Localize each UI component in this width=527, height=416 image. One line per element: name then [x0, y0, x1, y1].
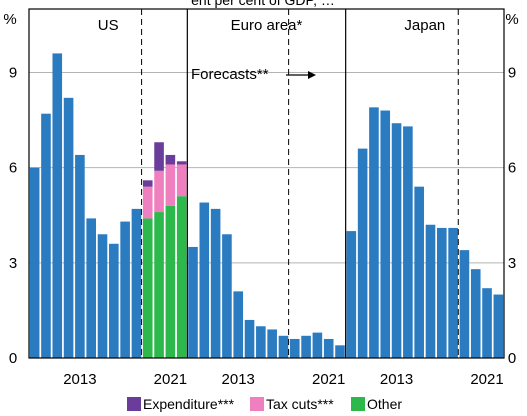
- x-tick-euro-area-2013: 2013: [222, 371, 255, 388]
- y-unit-right: %: [505, 11, 518, 28]
- bar-euro-area-2021: [323, 338, 334, 358]
- y-tick-right-0: 0: [508, 350, 516, 367]
- legend-swatch-tax-cuts: [250, 397, 264, 411]
- bar-us-2015: [97, 234, 108, 358]
- legend-label-other: Other: [367, 396, 402, 412]
- bar-us-2019-other: [142, 218, 153, 358]
- bar-japan-2021: [482, 288, 492, 358]
- bar-euro-area-2009: [188, 246, 198, 358]
- legend-label-tax-cuts: Tax cuts***: [266, 396, 334, 412]
- bar-us-2022-expenditure: [176, 161, 187, 165]
- bar-japan-2016: [425, 224, 436, 358]
- bar-euro-area-2020: [312, 332, 323, 358]
- y-tick-right-9: 9: [508, 64, 516, 81]
- bar-us-2020-expenditure: [154, 142, 164, 171]
- bar-japan-2013: [391, 123, 402, 358]
- y-tick-right-3: 3: [508, 255, 516, 272]
- bar-euro-area-2013: [233, 291, 244, 358]
- bar-us-2020-other: [154, 212, 164, 358]
- x-tick-japan-2021: 2021: [470, 371, 503, 388]
- bar-japan-2011: [369, 107, 379, 358]
- bar-euro-area-2015: [256, 326, 266, 358]
- bar-euro-area-2012: [222, 234, 232, 358]
- bar-us-2010: [41, 113, 51, 358]
- bar-us-2012: [63, 97, 74, 358]
- y-tick-right-6: 6: [508, 160, 516, 177]
- bar-us-2009: [29, 167, 40, 358]
- bar-euro-area-2014: [244, 319, 255, 358]
- legend: Expenditure*** Tax cuts*** Other: [127, 396, 402, 412]
- bar-us-2021-other: [165, 205, 176, 358]
- y-tick-left-9: 9: [9, 64, 17, 81]
- legend-label-expenditure: Expenditure***: [143, 396, 235, 412]
- bar-japan-2022: [493, 294, 504, 358]
- bar-us-2011: [52, 53, 63, 358]
- bars: [29, 53, 504, 359]
- grid: [29, 71, 504, 264]
- bar-japan-2009: [346, 231, 357, 358]
- y-tick-left-6: 6: [9, 160, 17, 177]
- legend-swatch-expenditure: [127, 397, 141, 411]
- plot-frame: [28, 8, 505, 359]
- panel-lines: [28, 8, 505, 359]
- bar-us-2019-tax-cuts: [142, 186, 153, 219]
- y-unit-left: %: [3, 11, 16, 28]
- x-tick-us-2021: 2021: [154, 371, 187, 388]
- bar-us-2021-expenditure: [165, 154, 176, 165]
- bar-us-2022-tax-cuts: [176, 164, 187, 197]
- bar-euro-area-2019: [301, 335, 311, 358]
- panel-title-euro-area: Euro area*: [231, 17, 303, 34]
- y-tick-left-0: 0: [9, 350, 17, 367]
- bar-japan-2018: [448, 227, 458, 358]
- bar-us-2020-tax-cuts: [154, 170, 164, 213]
- bar-euro-area-2022: [335, 345, 345, 358]
- forecast-arrow-head: [308, 71, 316, 79]
- panel-title-us: US: [98, 17, 119, 34]
- bar-us-2019-expenditure: [142, 180, 153, 187]
- bar-japan-2019: [459, 250, 470, 358]
- bar-japan-2012: [380, 110, 391, 358]
- bar-euro-area-2011: [210, 208, 221, 358]
- bar-us-2017: [120, 221, 130, 358]
- x-tick-japan-2013: 2013: [380, 371, 413, 388]
- bar-euro-area-2017: [278, 335, 289, 358]
- axis-labels: 0 0 3 3 6 6 9 9 US 2013 2021 Euro area* 2013 2021 Japa…: [9, 17, 516, 388]
- legend-swatch-other: [351, 397, 365, 411]
- panel-title-japan: Japan: [404, 17, 445, 34]
- chart-top-caption: ent per cent of GDP, …: [191, 0, 335, 8]
- bar-us-2022-other: [176, 196, 187, 358]
- bar-euro-area-2016: [267, 329, 277, 358]
- bar-euro-area-2010: [199, 202, 210, 358]
- bar-japan-2015: [414, 186, 424, 358]
- bar-us-2021-tax-cuts: [165, 164, 176, 206]
- x-tick-us-2013: 2013: [63, 371, 96, 388]
- x-tick-euro-area-2021: 2021: [312, 371, 345, 388]
- bar-japan-2017: [436, 227, 447, 358]
- bar-euro-area-2018: [289, 338, 300, 358]
- bar-us-2016: [109, 243, 119, 358]
- y-tick-left-3: 3: [9, 255, 17, 272]
- bar-japan-2014: [403, 126, 413, 359]
- forecast-annotation: Forecasts**: [191, 66, 269, 83]
- bar-japan-2020: [470, 269, 481, 358]
- bar-us-2018: [131, 208, 142, 358]
- bar-us-2014: [86, 218, 97, 358]
- bar-us-2013: [75, 154, 85, 358]
- bar-japan-2010: [357, 148, 368, 358]
